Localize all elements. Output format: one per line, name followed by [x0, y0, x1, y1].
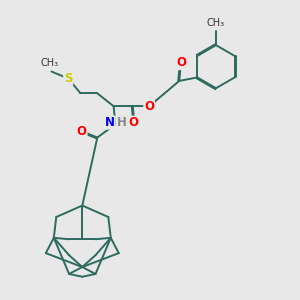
Text: O: O — [176, 56, 186, 69]
Text: O: O — [128, 116, 138, 129]
Text: O: O — [144, 100, 154, 113]
Text: O: O — [77, 125, 87, 138]
Text: CH₃: CH₃ — [207, 18, 225, 28]
Text: CH₃: CH₃ — [41, 58, 59, 68]
Text: N: N — [105, 116, 115, 129]
Text: S: S — [64, 72, 72, 85]
Text: H: H — [117, 116, 127, 129]
